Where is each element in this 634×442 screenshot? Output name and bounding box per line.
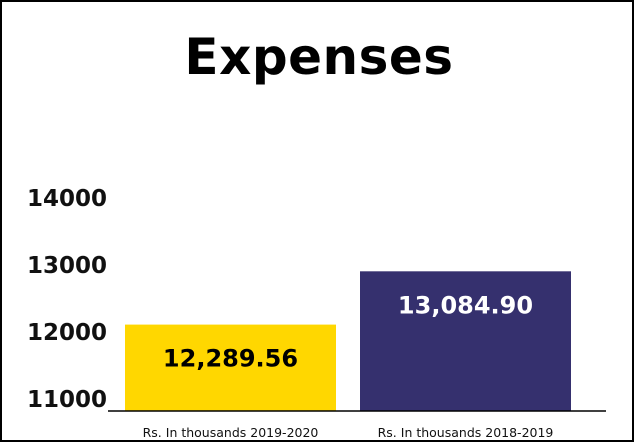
data-label: 12,289.56 (163, 345, 298, 373)
y-tick-label: 12000 (27, 320, 107, 346)
bar (125, 324, 336, 411)
category-label: Rs. In thousands 2018-2019 (378, 425, 554, 440)
y-axis-ticks: 11000 12000 13000 14000 (27, 186, 107, 413)
data-label: 13,084.90 (398, 291, 533, 319)
y-tick-label: 14000 (27, 186, 107, 212)
bars-group (125, 271, 571, 411)
chart-title: Expenses (184, 28, 454, 86)
category-labels: Rs. In thousands 2019-2020 Rs. In thousan… (143, 425, 554, 440)
category-label: Rs. In thousands 2019-2020 (143, 425, 319, 440)
y-tick-label: 13000 (27, 253, 107, 279)
y-tick-label: 11000 (27, 387, 107, 413)
data-labels: 12,289.56 13,084.90 (163, 291, 533, 372)
bar (360, 271, 571, 411)
